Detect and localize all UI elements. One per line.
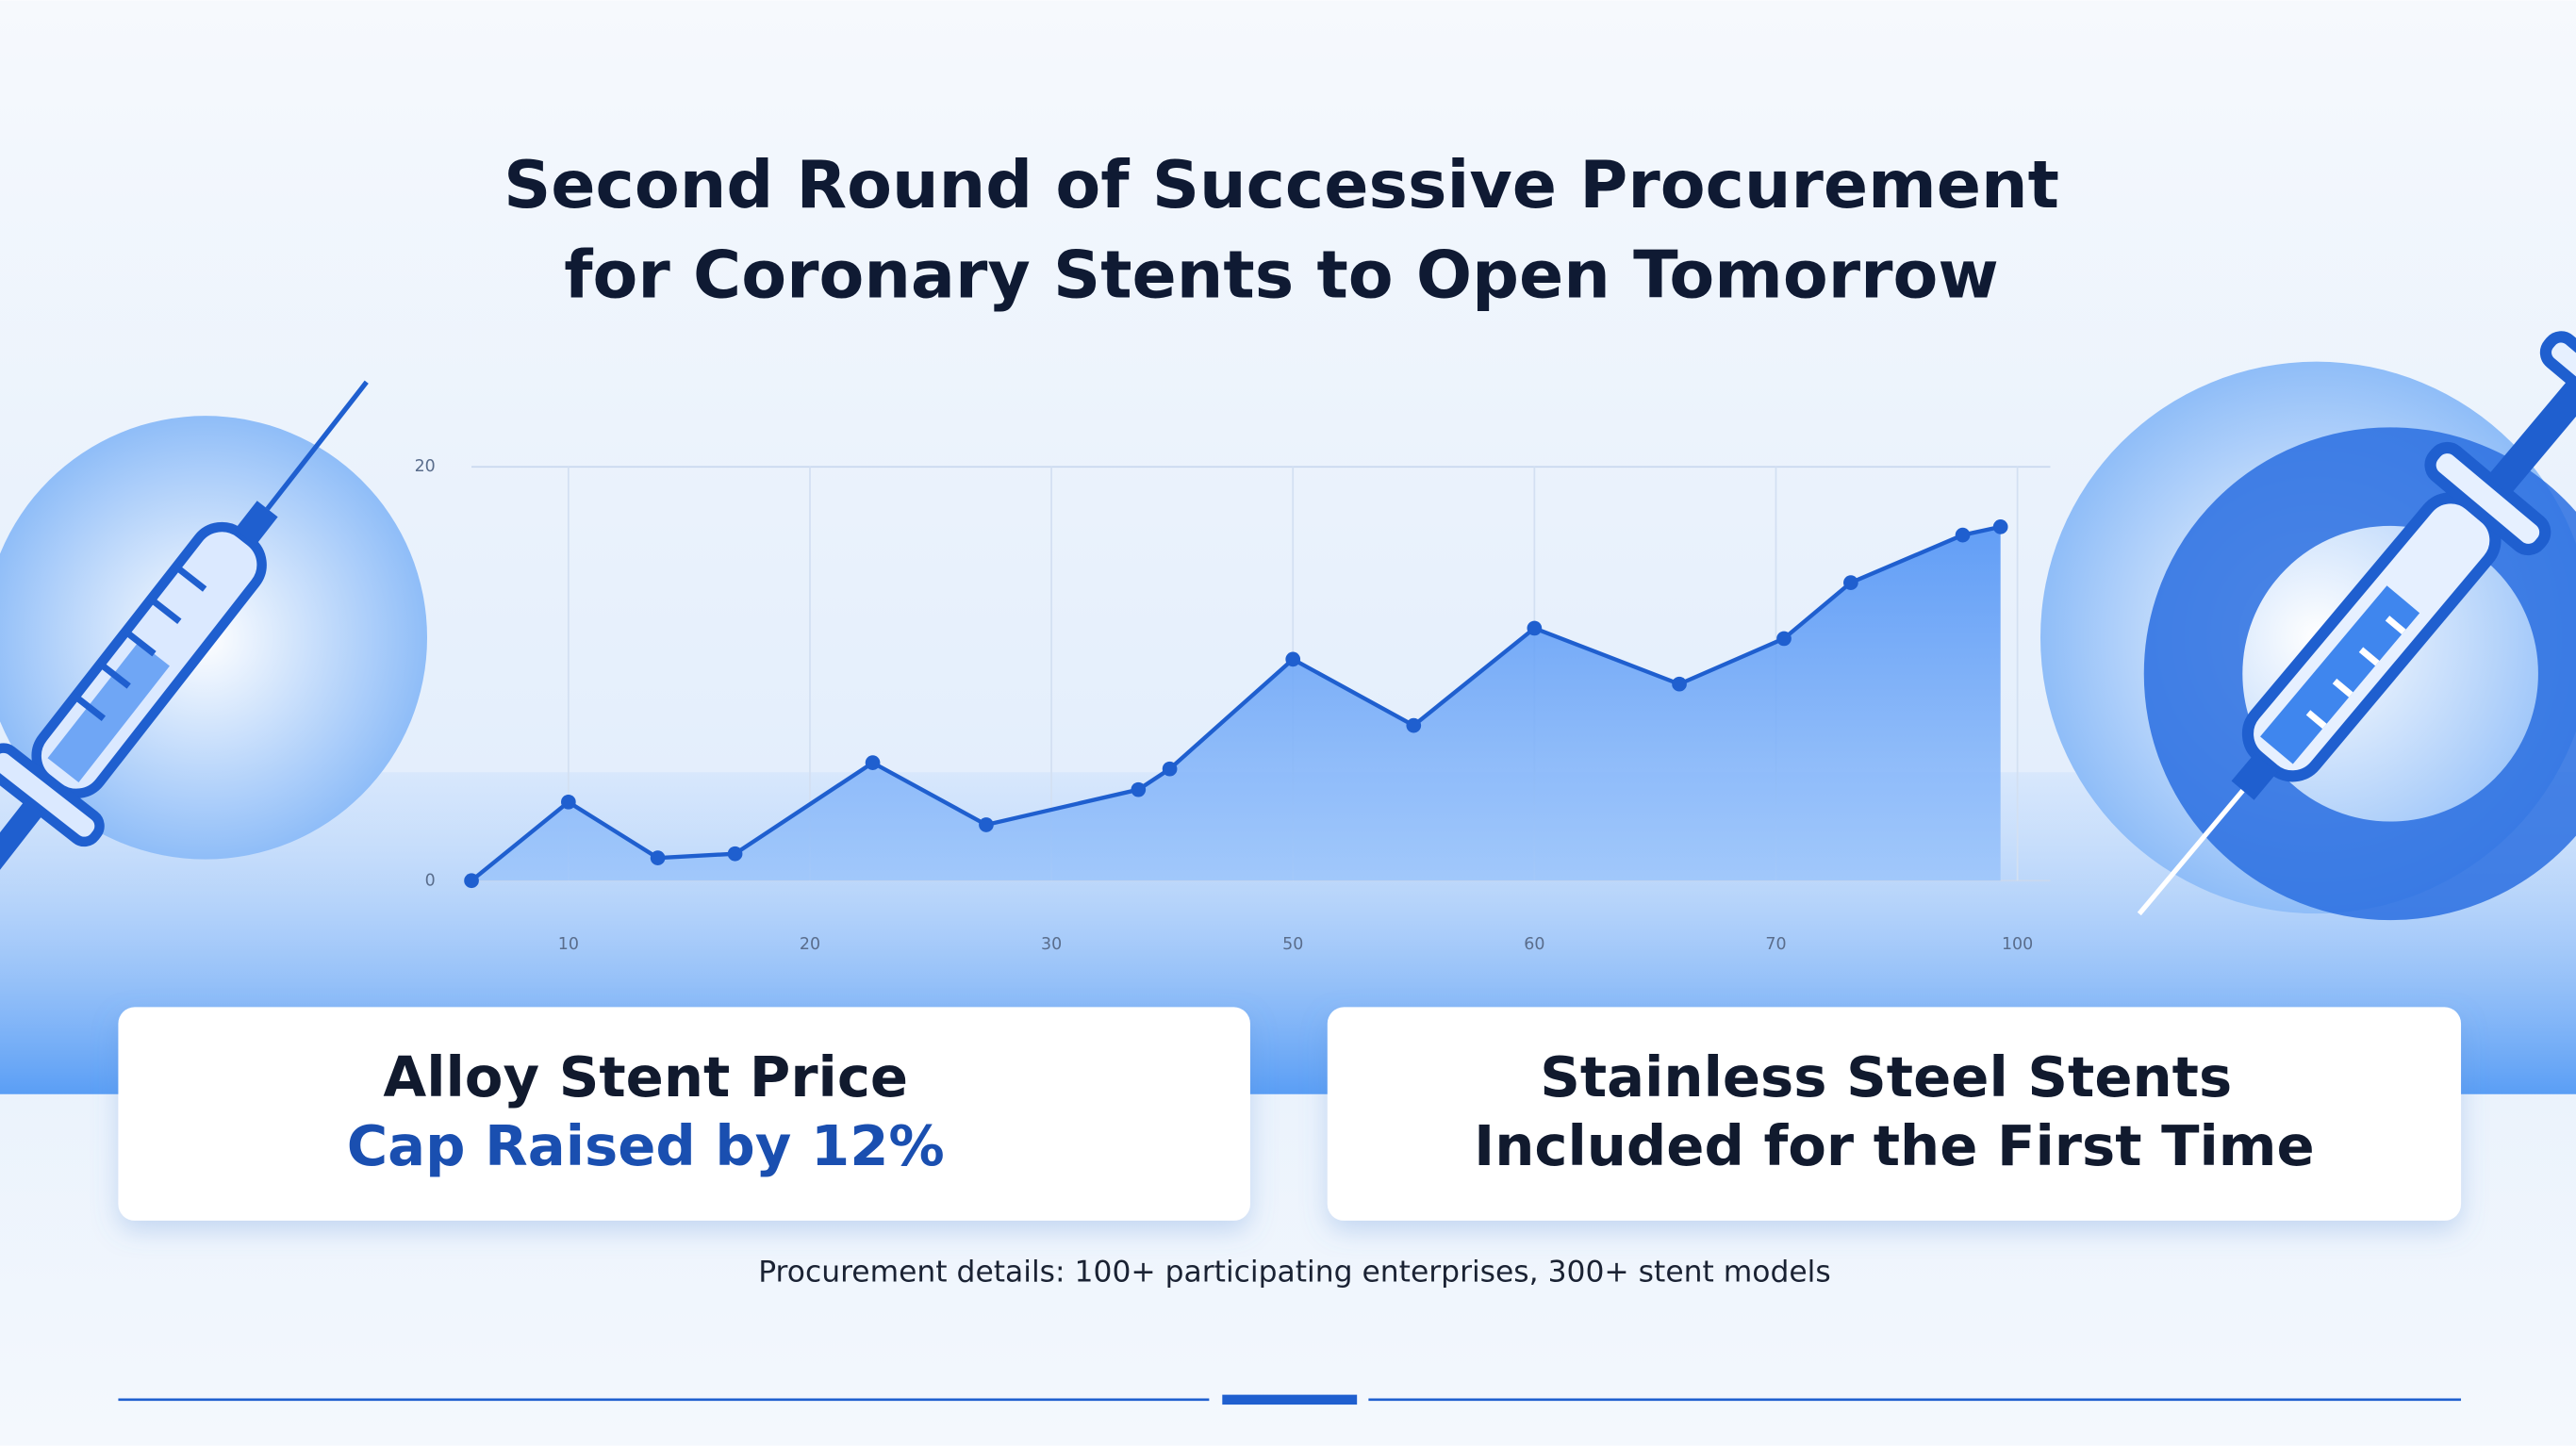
data-point xyxy=(1776,631,1792,647)
card xyxy=(1327,1007,2462,1221)
area xyxy=(471,526,2001,881)
data-point xyxy=(1955,527,1971,543)
x-tick-label: 20 xyxy=(800,935,820,954)
card-text: Alloy Stent Price xyxy=(383,1044,908,1109)
data-point xyxy=(650,850,666,865)
data-point xyxy=(464,873,479,889)
syringe-icon xyxy=(2137,331,2576,916)
data-point xyxy=(727,846,743,862)
line xyxy=(470,524,2002,882)
x-tick-label: 10 xyxy=(558,935,579,954)
card xyxy=(118,1007,1250,1221)
card-text: Stainless Steel Stents xyxy=(1540,1044,2232,1109)
data-point xyxy=(1527,620,1543,636)
y-tick-label: 0 xyxy=(425,871,436,890)
x-tick-label: 60 xyxy=(1524,935,1544,954)
card-highlight: Cap Raised by 12% xyxy=(347,1113,945,1178)
data-point xyxy=(1406,717,1422,733)
deco-ring xyxy=(2143,427,2576,921)
data-point xyxy=(1672,676,1687,692)
chart: 0 20 10 20 30 50 60 70 100 xyxy=(415,457,2051,954)
data-point xyxy=(561,795,576,810)
data-point xyxy=(1843,575,1858,590)
divider-accent xyxy=(1222,1394,1358,1405)
data-point xyxy=(979,817,994,832)
data-point xyxy=(1162,761,1178,777)
data-point xyxy=(1285,651,1301,667)
data-point xyxy=(1992,519,2008,534)
x-tick-label: 50 xyxy=(1282,935,1303,954)
x-tick-label: 100 xyxy=(2002,935,2033,954)
syringe-icon xyxy=(0,380,369,907)
x-tick-label: 70 xyxy=(1765,935,1786,954)
data-point xyxy=(865,755,881,770)
footer-text: Procurement details: 100+ participating … xyxy=(758,1256,1831,1290)
card-text: Included for the First Time xyxy=(1474,1113,2315,1178)
title: Second Round of Successive Procurement xyxy=(504,147,2059,223)
title: for Coronary Stents to Open Tomorrow xyxy=(564,238,1999,314)
y-tick-label: 20 xyxy=(415,457,436,476)
data-point xyxy=(1131,781,1147,797)
x-tick-label: 30 xyxy=(1041,935,1062,954)
